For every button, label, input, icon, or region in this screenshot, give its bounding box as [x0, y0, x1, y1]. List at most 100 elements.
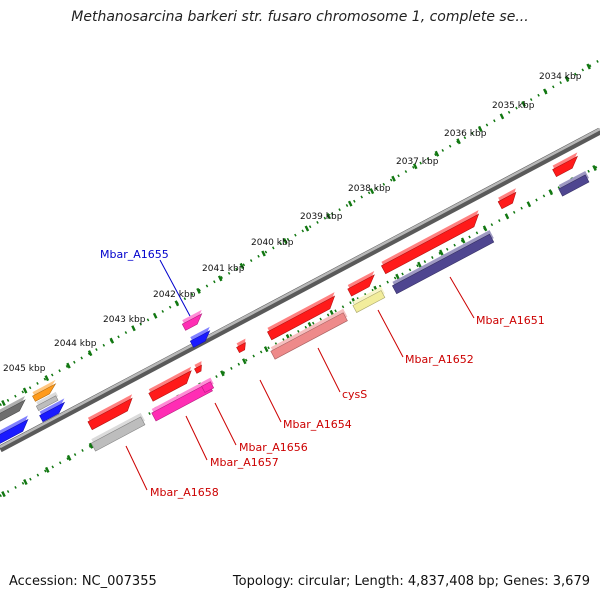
- tick-mark: [174, 300, 180, 307]
- gene-label[interactable]: Mbar_A1658: [150, 486, 219, 499]
- gene-red-dot[interactable]: [194, 361, 202, 374]
- gene-front-face: [181, 313, 203, 331]
- tick-mark: [499, 113, 505, 120]
- tick-mark: [395, 273, 400, 280]
- gene-front-face: [352, 290, 386, 313]
- tick-mark: [482, 225, 488, 232]
- gene-front-face: [497, 191, 517, 210]
- gene-label[interactable]: Mbar_A1655: [100, 248, 169, 261]
- tick-mark: [456, 138, 461, 145]
- tick-label: 2041 kbp: [202, 264, 245, 274]
- label-leader-line: [125, 445, 148, 491]
- gene-mbar-a1651-forward[interactable]: [381, 210, 480, 275]
- gene-front-face: [90, 416, 146, 452]
- gene-front-face: [151, 382, 213, 422]
- gene-front-face: [32, 383, 57, 402]
- tick-label: 2036 kbp: [444, 129, 487, 139]
- tick-mark: [434, 150, 440, 157]
- tick-mark: [521, 100, 526, 107]
- label-leader-line: [259, 379, 282, 423]
- gene-front-face: [552, 155, 578, 178]
- gene-cyss[interactable]: [270, 308, 348, 360]
- gene-navy-upper[interactable]: [558, 170, 590, 197]
- gene-front-face: [267, 295, 336, 341]
- gene-label[interactable]: Mbar_A1654: [283, 418, 352, 431]
- tick-mark: [391, 175, 396, 182]
- gene-label[interactable]: cysS: [342, 388, 367, 401]
- gene-mbar-a1656[interactable]: [201, 377, 215, 393]
- tick-mark: [66, 454, 72, 461]
- gene-blue-edge[interactable]: [0, 415, 29, 444]
- tick-mark: [477, 125, 483, 132]
- gene-front-face: [347, 274, 375, 297]
- tick-mark: [109, 337, 115, 344]
- map-title: Methanosarcina barkeri str. fusaro chrom…: [71, 9, 529, 25]
- tick-label: 2037 kbp: [396, 157, 439, 167]
- gene-front-face: [381, 213, 480, 275]
- gene-top-face: [36, 391, 59, 407]
- gene-red-small-2035[interactable]: [497, 188, 517, 210]
- gene-red-short[interactable]: [347, 270, 375, 297]
- tick-mark: [66, 362, 71, 369]
- tick-mark: [239, 262, 245, 269]
- tick-mark: [564, 75, 570, 83]
- gene-mbar-a1658-forward[interactable]: [87, 394, 133, 431]
- tick-mark: [304, 225, 310, 232]
- gene-front-face: [236, 342, 246, 354]
- gene-label[interactable]: Mbar_A1652: [405, 353, 474, 366]
- label-leader-line: [449, 276, 475, 319]
- tick-mark: [548, 189, 554, 196]
- gene-mbar-a1655-magenta[interactable]: [181, 309, 203, 331]
- tick-mark: [369, 188, 375, 195]
- tick-label: 2034 kbp: [539, 72, 582, 82]
- label-leader-line: [185, 415, 208, 461]
- tick-mark: [526, 201, 532, 208]
- gene-front-face: [189, 330, 211, 348]
- gene-gray-small[interactable]: [35, 391, 59, 411]
- gene-front-face: [35, 395, 59, 411]
- tick-mark: [347, 200, 353, 207]
- gene-red-2040[interactable]: [267, 292, 336, 341]
- tick-label: 2039 kbp: [300, 212, 343, 222]
- gene-red-tiny[interactable]: [236, 338, 246, 354]
- tick-mark: [22, 387, 28, 394]
- gene-mbar-a1651[interactable]: [392, 230, 495, 295]
- gene-darkgray[interactable]: [0, 396, 26, 422]
- tick-mark: [44, 375, 50, 382]
- tick-mark: [460, 237, 466, 244]
- tick-mark: [217, 275, 223, 282]
- backbone-highlight: [0, 127, 600, 449]
- gene-mbar-a1652[interactable]: [352, 286, 386, 313]
- gene-front-face: [0, 399, 26, 422]
- gene-layer: [0, 152, 590, 452]
- gene-mbar-a1655[interactable]: [189, 326, 211, 348]
- tick-mark: [242, 358, 247, 365]
- accession-text: Accession: NC_007355: [9, 574, 157, 589]
- gene-label[interactable]: Mbar_A1651: [476, 314, 545, 327]
- gene-label[interactable]: Mbar_A1657: [210, 456, 279, 469]
- summary-text: Topology: circular; Length: 4,837,408 bp…: [232, 574, 590, 589]
- backbone-line: [0, 127, 600, 453]
- tick-mark: [88, 442, 94, 449]
- gene-front-face: [0, 418, 29, 444]
- tick-mark: [282, 237, 288, 245]
- tick-mark: [263, 346, 269, 353]
- tick-mark: [152, 312, 158, 319]
- tick-mark: [261, 250, 266, 257]
- gene-label[interactable]: Mbar_A1656: [239, 441, 308, 454]
- gene-blue-2045[interactable]: [39, 398, 66, 423]
- tick-mark: [412, 163, 418, 170]
- tick-mark: [45, 466, 50, 473]
- gene-red-upper-right[interactable]: [552, 152, 578, 178]
- gene-red-2042[interactable]: [148, 366, 192, 402]
- tick-mark: [439, 249, 444, 256]
- tick-label: 2043 kbp: [103, 315, 146, 325]
- gene-mbar-a1657[interactable]: [151, 378, 213, 422]
- tick-label: 2045 kbp: [3, 364, 46, 374]
- tick-mark: [220, 370, 225, 377]
- gene-orange[interactable]: [32, 379, 57, 402]
- tick-label: 2042 kbp: [153, 290, 196, 300]
- gene-mbar-a1658[interactable]: [90, 412, 146, 452]
- gene-front-face: [148, 370, 192, 402]
- tick-mark: [586, 63, 591, 70]
